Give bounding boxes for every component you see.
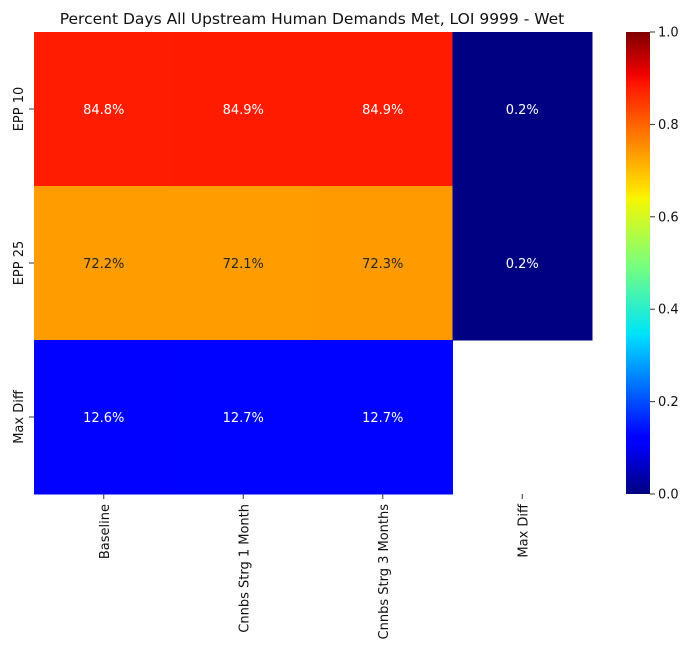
chart-title: Percent Days All Upstream Human Demands …: [60, 10, 565, 28]
heatmap-cell-r1-c0: [34, 186, 174, 341]
y-tick-label-1: EPP 25: [12, 241, 27, 286]
colorbar-tick-label-0: 0.0: [658, 488, 679, 503]
colorbar: [626, 32, 650, 494]
heatmap-cell-r1-c2: [313, 186, 453, 341]
x-tick-label-3: Max Diff: [516, 503, 531, 558]
heatmap-cell-r0-c2: [313, 32, 453, 187]
cell-label-r1-c0: 72.2%: [83, 257, 124, 272]
x-axis: Baseline Cnnbs Strg 1 Month Cnnbs Strg 3 M…: [98, 494, 531, 640]
colorbar-tick-label-1: 0.2: [658, 395, 679, 410]
cell-label-r0-c0: 84.8%: [83, 103, 124, 118]
heatmap-cells: [34, 32, 593, 495]
colorbar-tick-label-3: 0.6: [658, 210, 679, 225]
heatmap-cell-labels: 84.8% 84.9% 84.9% 0.2% 72.2% 72.1% 72.3% 0.2% 12…: [83, 103, 539, 426]
x-tick-label-2: Cnnbs Strg 3 Months: [377, 504, 392, 640]
cell-label-r2-c1: 12.7%: [223, 411, 264, 426]
heatmap-cell-r0-c3: [452, 32, 593, 187]
y-tick-label-2: Max Diff: [12, 389, 27, 444]
x-tick-label-1: Cnnbs Strg 1 Month: [237, 504, 252, 633]
heatmap-cell-r1-c3: [452, 186, 593, 341]
heatmap-cell-r0-c1: [173, 32, 314, 187]
colorbar-tick-label-4: 0.8: [658, 118, 679, 133]
x-tick-label-0: Baseline: [98, 504, 113, 559]
colorbar-axis: 0.0 0.2 0.4 0.6 0.8 1.0: [650, 26, 679, 503]
heatmap-cell-r2-c1: [173, 340, 314, 495]
cell-label-r2-c0: 12.6%: [83, 411, 124, 426]
heatmap-cell-r1-c1: [173, 186, 314, 341]
cell-label-r1-c1: 72.1%: [223, 257, 264, 272]
y-axis: EPP 10 EPP 25 Max Diff: [12, 87, 34, 444]
cell-label-r1-c3: 0.2%: [506, 257, 539, 272]
cell-label-r0-c1: 84.9%: [223, 103, 264, 118]
cell-label-r2-c2: 12.7%: [362, 411, 403, 426]
heatmap-cell-r0-c0: [34, 32, 174, 187]
cell-label-r0-c3: 0.2%: [506, 103, 539, 118]
cell-label-r1-c2: 72.3%: [362, 257, 403, 272]
colorbar-tick-label-5: 1.0: [658, 26, 679, 41]
cell-label-r0-c2: 84.9%: [362, 103, 403, 118]
y-tick-label-0: EPP 10: [12, 87, 27, 132]
heatmap-cell-r2-c2: [313, 340, 453, 495]
heatmap-cell-r2-c0: [34, 340, 174, 495]
colorbar-tick-label-2: 0.4: [658, 303, 679, 318]
